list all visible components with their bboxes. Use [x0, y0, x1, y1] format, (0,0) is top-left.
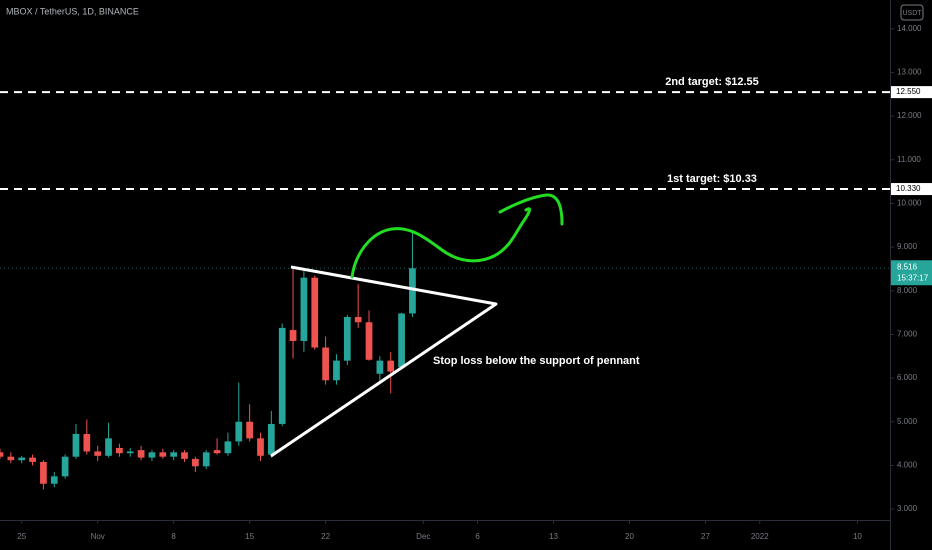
candle-body — [376, 360, 384, 374]
x-tick-label: 22 — [321, 532, 330, 541]
candle-body — [224, 441, 232, 454]
y-tick-label: 12.000 — [897, 111, 922, 120]
candle-body — [116, 447, 123, 454]
candle-body — [18, 457, 26, 461]
x-tick-label: 2022 — [751, 532, 769, 541]
y-tick-label: 8.000 — [897, 286, 918, 295]
candle-body — [29, 457, 36, 462]
candle-body — [192, 458, 199, 467]
y-tick-label: 3.000 — [897, 504, 918, 513]
countdown-label: 15:37:17 — [897, 273, 929, 282]
candle-body — [333, 360, 340, 381]
candle-body — [289, 330, 297, 341]
y-tick-label: 11.000 — [897, 155, 921, 164]
x-tick-label: 10 — [853, 532, 862, 541]
x-tick-label: 13 — [549, 532, 558, 541]
candle-body — [126, 451, 134, 454]
candle-body — [50, 476, 58, 484]
candle-body — [387, 360, 395, 372]
candle-body — [170, 452, 178, 457]
currency-badge-frame[interactable] — [900, 4, 924, 21]
x-tick-label: Nov — [91, 532, 105, 541]
y-tick-label: 7.000 — [897, 330, 918, 339]
candle-body — [40, 461, 47, 484]
candle-body — [343, 316, 351, 361]
candle-body — [365, 322, 373, 360]
y-tick-label: 4.000 — [897, 461, 918, 470]
target-price-box — [891, 183, 932, 196]
x-tick-label: Dec — [416, 532, 430, 541]
candle-body — [354, 316, 362, 323]
candle-body — [148, 452, 156, 458]
x-tick-label: 15 — [245, 532, 254, 541]
annotation: Stop loss below the support of pennant — [433, 355, 640, 367]
candle-body — [246, 421, 253, 439]
y-tick-label: 6.000 — [897, 373, 918, 382]
x-tick-label: 8 — [171, 532, 176, 541]
candle-body — [94, 451, 102, 456]
currency-badge[interactable]: USDT — [902, 10, 922, 17]
target-price-box — [891, 86, 932, 99]
candle-body — [311, 277, 319, 348]
x-tick-label: 20 — [625, 532, 634, 541]
target-price-label: 12.550 — [896, 87, 921, 96]
candle-body — [213, 450, 221, 454]
target-text: 2nd target: $12.55 — [665, 76, 759, 88]
candle-body — [278, 327, 286, 424]
candle-body — [235, 421, 243, 442]
candle-body — [61, 456, 69, 477]
y-tick-label: 10.000 — [897, 199, 922, 208]
last-price-label: 8.516 — [897, 262, 918, 271]
candle-body — [409, 268, 416, 314]
x-tick-label: 25 — [17, 532, 26, 541]
y-tick-label: 5.000 — [897, 417, 918, 426]
candle-body — [202, 452, 210, 467]
candle-body — [181, 452, 188, 459]
candle-body — [7, 456, 15, 461]
y-tick-label: 9.000 — [897, 242, 918, 251]
candle-body — [137, 450, 145, 458]
x-tick-label: 6 — [475, 532, 480, 541]
chart-title: MBOX / TetherUS, 1D, BINANCE — [6, 6, 139, 16]
target-text: 1st target: $10.33 — [667, 173, 757, 185]
candle-body — [159, 452, 167, 457]
plot: 3.000 4.000 5.000 6.000 7.000 8.000 9.000 10.00… — [0, 24, 932, 541]
target-price-label: 10.330 — [896, 184, 921, 193]
candle-body — [257, 438, 264, 456]
candle-body — [72, 433, 80, 457]
candle-body — [105, 438, 112, 456]
x-tick-label: 27 — [701, 532, 710, 541]
candle-body — [267, 423, 275, 455]
candle-body — [398, 313, 405, 368]
pennant-triangle — [270, 265, 498, 458]
candle-body — [83, 433, 91, 452]
candle-body — [322, 347, 329, 381]
candle-body — [300, 277, 308, 341]
projected-path — [350, 193, 564, 279]
candle-body — [0, 452, 4, 457]
y-tick-label: 14.000 — [897, 24, 922, 33]
y-tick-label: 13.000 — [897, 68, 922, 77]
last-price-box — [891, 260, 932, 286]
